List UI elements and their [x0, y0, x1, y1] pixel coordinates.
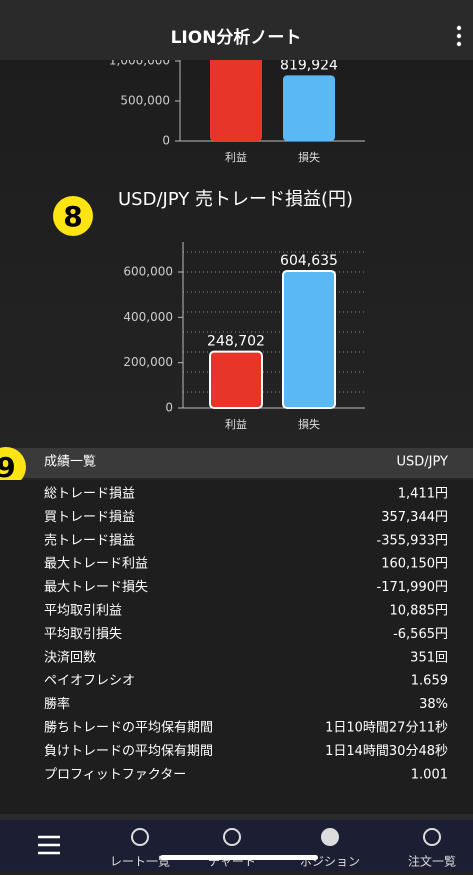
- table-body-bg: [0, 480, 473, 814]
- x-tick-label: 損失: [298, 417, 320, 431]
- nav-label[interactable]: 注文一覧: [408, 854, 456, 869]
- row-value: -171,990円: [377, 580, 448, 595]
- row-label: 平均取引利益: [44, 604, 122, 619]
- row-value: 160,150円: [381, 557, 448, 572]
- row-label: 平均取引損失: [44, 627, 122, 642]
- row-value: -6,565円: [393, 627, 448, 642]
- y-tick-label: 400,000: [123, 310, 173, 324]
- nav-icon[interactable]: [131, 828, 149, 846]
- value-label: 248,702: [207, 334, 265, 350]
- y-tick-label: 600,000: [123, 265, 173, 279]
- value-label: 819,924: [280, 57, 338, 73]
- row-label: 勝ちトレードの平均保有期間: [44, 721, 213, 736]
- bar: [210, 46, 262, 142]
- y-tick-label: 0: [165, 401, 173, 415]
- row-value: 10,885円: [390, 604, 449, 619]
- row-label: 負けトレードの平均保有期間: [44, 744, 213, 759]
- row-label: 買トレード損益: [44, 510, 135, 525]
- header-title: LION分析ノート: [171, 27, 302, 48]
- nav-label[interactable]: レート一覧: [110, 855, 170, 869]
- row-value: 1日10時間27分11秒: [325, 721, 448, 736]
- x-tick-label: 利益: [225, 417, 247, 431]
- row-label: 勝率: [44, 696, 70, 712]
- row-value: 1,411円: [398, 487, 448, 502]
- value-label: 604,635: [280, 253, 338, 269]
- menu-button[interactable]: [456, 25, 462, 47]
- nav-icon[interactable]: [423, 828, 441, 846]
- nav-bar: [0, 820, 473, 871]
- row-label: 最大トレード利益: [44, 557, 148, 572]
- row-value: 1.001: [411, 767, 448, 782]
- bar: [283, 75, 335, 141]
- row-value: 38%: [419, 697, 448, 712]
- header-bar: [0, 0, 473, 60]
- row-label: 売トレード損益: [44, 532, 135, 548]
- row-label: 最大トレード損失: [44, 580, 148, 595]
- row-value: -355,933円: [377, 533, 448, 548]
- nav-icon[interactable]: [223, 828, 241, 846]
- badge: [53, 196, 93, 236]
- row-value: 1日14時間30分48秒: [325, 744, 448, 759]
- badge-label: 9: [0, 451, 16, 484]
- home-indicator: [160, 855, 318, 860]
- row-value: 357,344円: [381, 510, 448, 525]
- row-value: 1.659: [411, 674, 448, 689]
- hamburger[interactable]: [38, 835, 60, 855]
- y-tick-label: 200,000: [123, 355, 173, 369]
- badge: [0, 447, 26, 487]
- y-tick-label: 500,000: [120, 94, 170, 108]
- bar: [282, 269, 336, 409]
- row-label: 決済回数: [44, 649, 96, 665]
- bar: [209, 350, 263, 409]
- table-header-label: 成績一覧: [44, 454, 96, 470]
- nav-icon[interactable]: [321, 828, 339, 846]
- row-label: 総トレード損益: [44, 487, 135, 502]
- chart-title: USD/JPY 売トレード損益(円): [118, 189, 353, 210]
- row-label: プロフィットファクター: [44, 767, 186, 782]
- x-tick-label: 損失: [298, 150, 320, 164]
- row-value: 351回: [410, 650, 448, 665]
- table-header-label: USD/JPY: [397, 455, 449, 470]
- table-header-bg: [0, 448, 473, 478]
- x-tick-label: 利益: [225, 150, 247, 164]
- badge-label: 8: [63, 200, 82, 233]
- y-tick-label: 0: [162, 134, 170, 148]
- row-label: ペイオフレシオ: [44, 674, 135, 689]
